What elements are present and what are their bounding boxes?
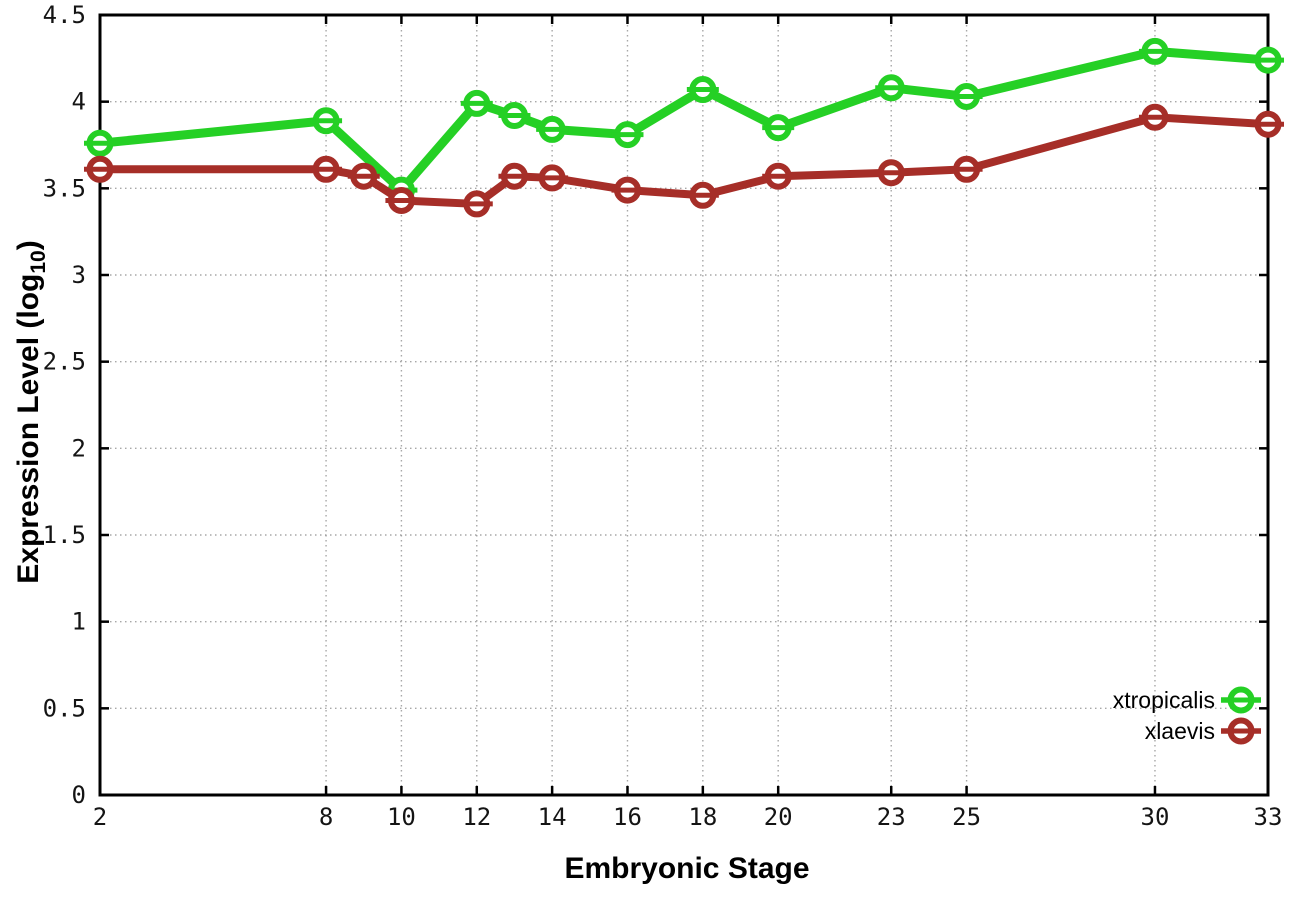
x-tick-label: 10: [387, 803, 416, 831]
y-tick-label: 3: [72, 261, 86, 289]
y-tick-label: 0.5: [43, 694, 86, 722]
y-tick-label: 1.5: [43, 521, 86, 549]
x-tick-label: 20: [764, 803, 793, 831]
y-tick-label: 0: [72, 781, 86, 809]
axis-ticks: 2 8 10 12 14 16 18 20 23 25 30 33 0 0.5 1 1.5 2 2.5 3 3.5 4 4…: [43, 1, 1283, 831]
y-axis-title-main: Expression Level (log: [12, 274, 45, 584]
y-tick-label: 4: [72, 88, 86, 116]
x-tick-label: 2: [93, 803, 107, 831]
x-tick-label: 25: [952, 803, 981, 831]
x-tick-label: 16: [613, 803, 642, 831]
y-axis-title-subscript: 10: [27, 250, 50, 273]
legend: xtropicalis xlaevis: [1113, 686, 1261, 745]
x-tick-label: 30: [1141, 803, 1170, 831]
plot-border-box: [98, 13, 1270, 797]
x-tick-label: 14: [538, 803, 567, 831]
y-axis-title: Expression Level (log10): [12, 240, 50, 583]
y-tick-label: 2.5: [43, 348, 86, 376]
y-tick-label: 3.5: [43, 174, 86, 202]
y-tick-label: 2: [72, 434, 86, 462]
plot-border: [98, 13, 1270, 797]
legend-label-xlaevis: xlaevis: [1145, 718, 1215, 744]
legend-label-xtropicalis: xtropicalis: [1113, 687, 1215, 713]
y-tick-label: 4.5: [43, 1, 86, 29]
x-tick-label: 12: [462, 803, 491, 831]
data-series: [84, 37, 1284, 218]
x-tick-label: 33: [1254, 803, 1283, 831]
y-axis-title-close: ): [12, 240, 45, 250]
x-axis-title: Embryonic Stage: [564, 852, 809, 885]
x-tick-label: 8: [319, 803, 333, 831]
x-tick-label: 23: [877, 803, 906, 831]
y-tick-label: 1: [72, 608, 86, 636]
x-tick-label: 18: [688, 803, 717, 831]
